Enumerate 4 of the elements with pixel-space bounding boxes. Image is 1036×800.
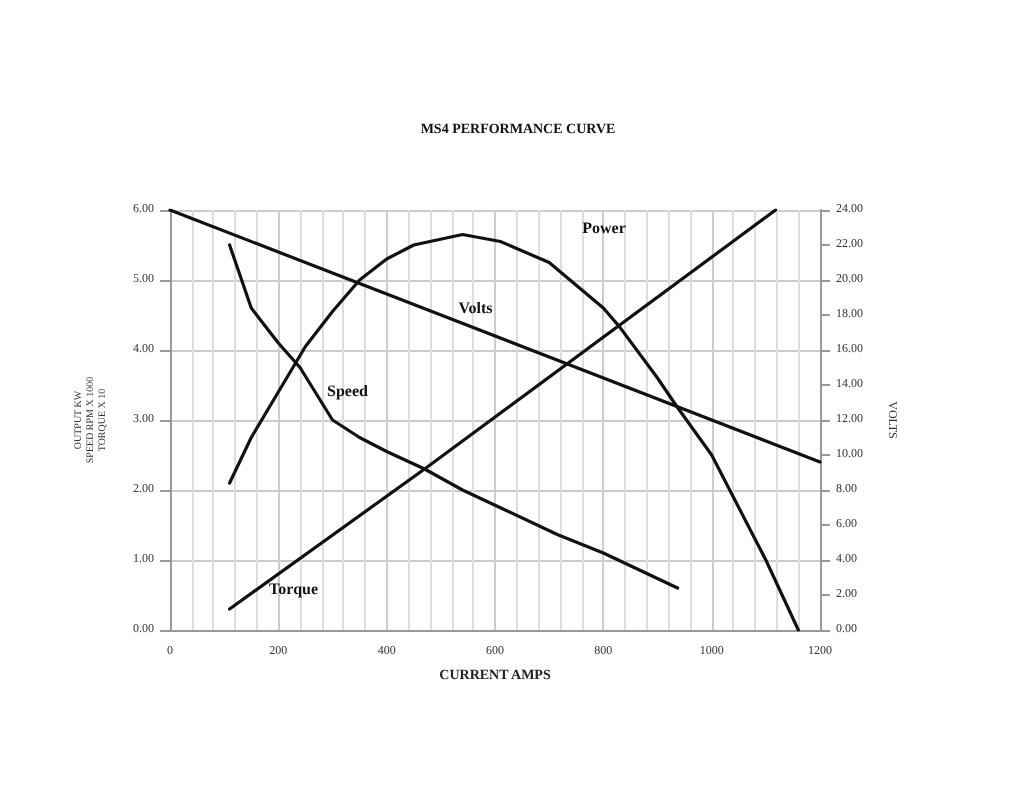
series-label: Torque xyxy=(269,580,319,598)
series-label: Speed xyxy=(327,382,370,400)
text: Power xyxy=(582,218,627,237)
series-label: Volts xyxy=(458,299,493,318)
